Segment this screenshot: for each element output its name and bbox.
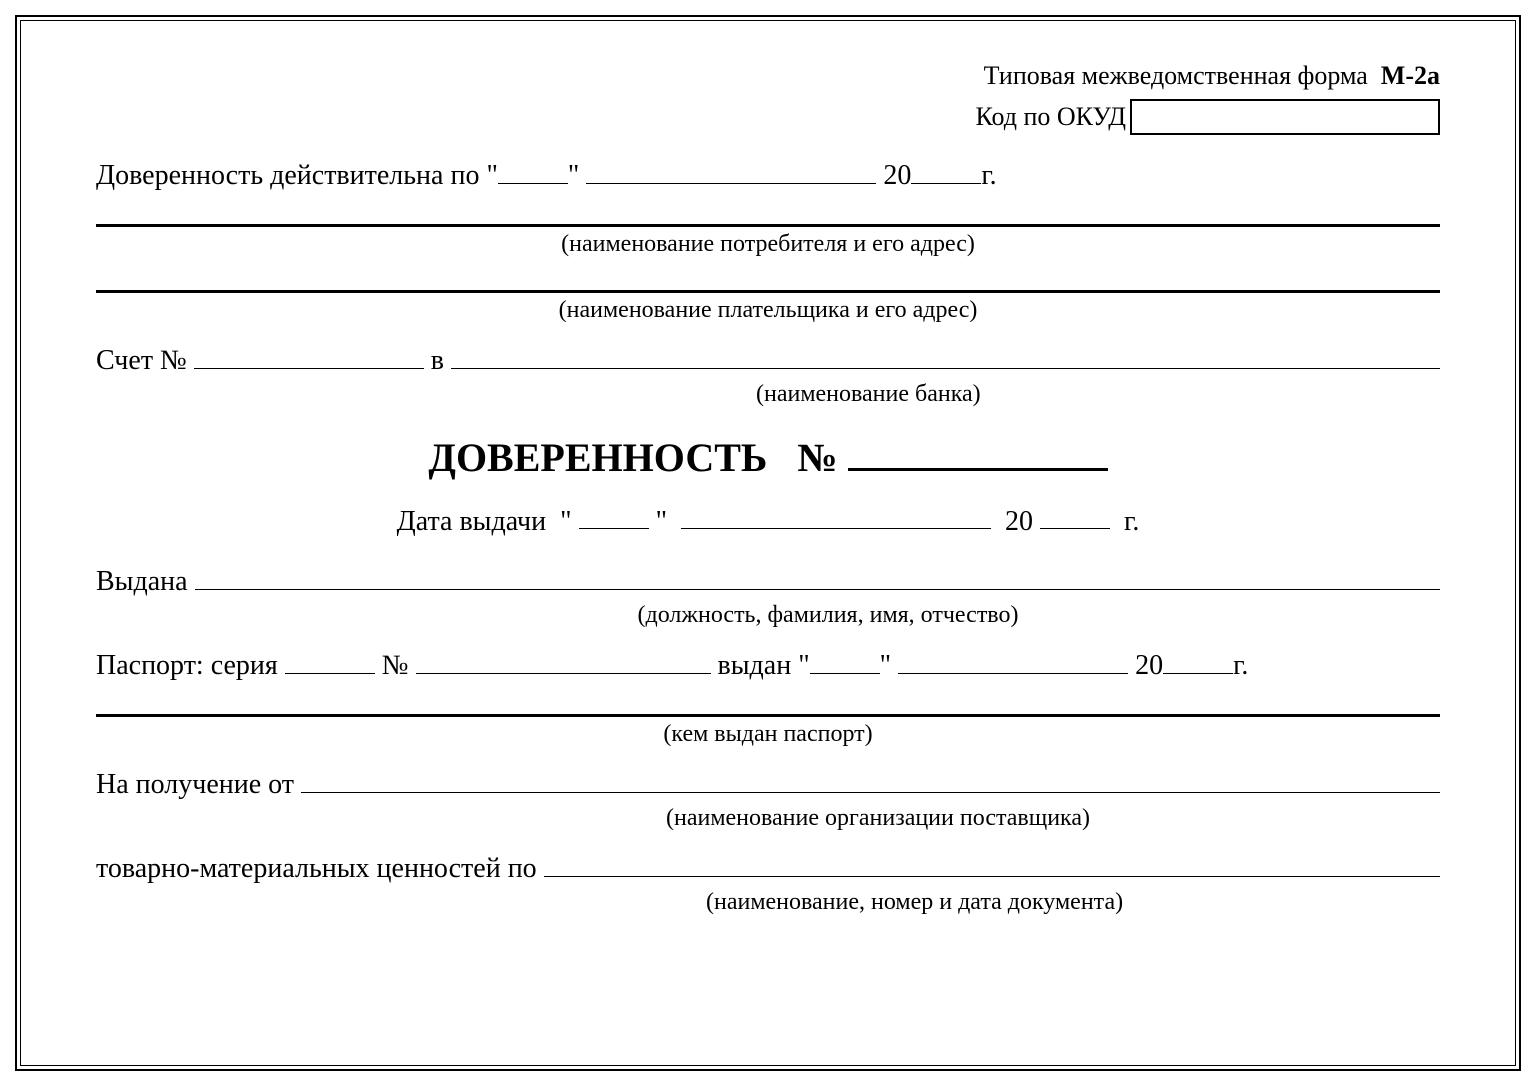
validity-year-blank[interactable] bbox=[911, 153, 981, 184]
passport-month-blank[interactable] bbox=[898, 643, 1128, 674]
consumer-rule bbox=[96, 224, 1440, 227]
issue-quote-close: " bbox=[656, 505, 667, 536]
validity-century: 20 bbox=[883, 160, 911, 192]
consumer-caption: (наименование потребителя и его адрес) bbox=[96, 231, 1440, 258]
passport-by-caption: (кем выдан паспорт) bbox=[96, 721, 1440, 748]
validity-row: Доверенность действительна по " " 20 г. bbox=[96, 153, 1440, 192]
quote-open: " bbox=[486, 160, 497, 192]
account-label: Счет № bbox=[96, 345, 187, 377]
inner-border: Типовая межведомственная форма М-2а Код … bbox=[20, 20, 1516, 1066]
quote-close: " bbox=[568, 160, 579, 192]
issue-date-row: Дата выдачи " " 20 г. bbox=[96, 499, 1440, 538]
account-in-label: в bbox=[431, 345, 444, 377]
passport-number-label: № bbox=[382, 650, 409, 682]
issued-to-caption: (должность, фамилия, имя, отчество) bbox=[96, 602, 1440, 629]
title-number-blank[interactable] bbox=[848, 435, 1108, 471]
payer-rule bbox=[96, 290, 1440, 293]
form-type-row: Типовая межведомственная форма М-2а bbox=[96, 61, 1440, 91]
supplier-caption: (наименование организации поставщика) bbox=[96, 805, 1440, 832]
passport-number-blank[interactable] bbox=[416, 643, 711, 674]
okud-box[interactable] bbox=[1130, 99, 1440, 135]
passport-year-suffix: г. bbox=[1233, 650, 1248, 682]
issue-year-suffix: г. bbox=[1124, 505, 1139, 536]
passport-series-blank[interactable] bbox=[285, 643, 375, 674]
passport-issued-label: выдан bbox=[718, 650, 792, 682]
goods-label: товарно-материальных ценностей по bbox=[96, 853, 537, 885]
receipt-from-row: На получение от bbox=[96, 762, 1440, 801]
bank-blank[interactable] bbox=[451, 338, 1440, 369]
passport-quote-close: " bbox=[880, 650, 891, 682]
passport-quote-open: " bbox=[798, 650, 809, 682]
bank-caption: (наименование банка) bbox=[96, 381, 1440, 408]
account-row: Счет № в bbox=[96, 338, 1440, 377]
validity-prefix: Доверенность действительна по bbox=[96, 160, 479, 192]
issued-to-label: Выдана bbox=[96, 566, 188, 598]
title-number-label: № bbox=[797, 435, 837, 480]
document-blank[interactable] bbox=[544, 846, 1440, 877]
passport-label: Паспорт: серия bbox=[96, 650, 278, 682]
validity-year-suffix: г. bbox=[981, 160, 996, 192]
issued-to-row: Выдана bbox=[96, 559, 1440, 598]
form-type-label: Типовая межведомственная форма bbox=[984, 61, 1368, 90]
outer-border: Типовая межведомственная форма М-2а Код … bbox=[15, 15, 1521, 1071]
issue-day-blank[interactable] bbox=[579, 499, 649, 530]
validity-month-blank[interactable] bbox=[586, 153, 876, 184]
validity-day-blank[interactable] bbox=[498, 153, 568, 184]
passport-row: Паспорт: серия № выдан " " 20 г. bbox=[96, 643, 1440, 682]
issue-month-blank[interactable] bbox=[681, 499, 991, 530]
title-row: ДОВЕРЕННОСТЬ № bbox=[96, 434, 1440, 481]
passport-day-blank[interactable] bbox=[810, 643, 880, 674]
form-code: М-2а bbox=[1381, 61, 1440, 90]
goods-row: товарно-материальных ценностей по bbox=[96, 846, 1440, 885]
receipt-from-label: На получение от bbox=[96, 769, 294, 801]
okud-label: Код по ОКУД bbox=[975, 102, 1126, 132]
okud-row: Код по ОКУД bbox=[96, 99, 1440, 135]
issue-year-blank[interactable] bbox=[1040, 499, 1110, 530]
payer-caption: (наименование плательщика и его адрес) bbox=[96, 297, 1440, 324]
issue-century: 20 bbox=[1005, 505, 1033, 536]
issue-quote-open: " bbox=[560, 505, 571, 536]
document-caption: (наименование, номер и дата документа) bbox=[96, 889, 1440, 916]
issue-date-label: Дата выдачи bbox=[397, 505, 546, 536]
passport-by-rule bbox=[96, 714, 1440, 717]
supplier-blank[interactable] bbox=[301, 762, 1440, 793]
passport-year-blank[interactable] bbox=[1163, 643, 1233, 674]
issued-to-blank[interactable] bbox=[195, 559, 1440, 590]
title-main: ДОВЕРЕННОСТЬ bbox=[428, 435, 767, 480]
account-number-blank[interactable] bbox=[194, 338, 424, 369]
passport-century: 20 bbox=[1135, 650, 1163, 682]
